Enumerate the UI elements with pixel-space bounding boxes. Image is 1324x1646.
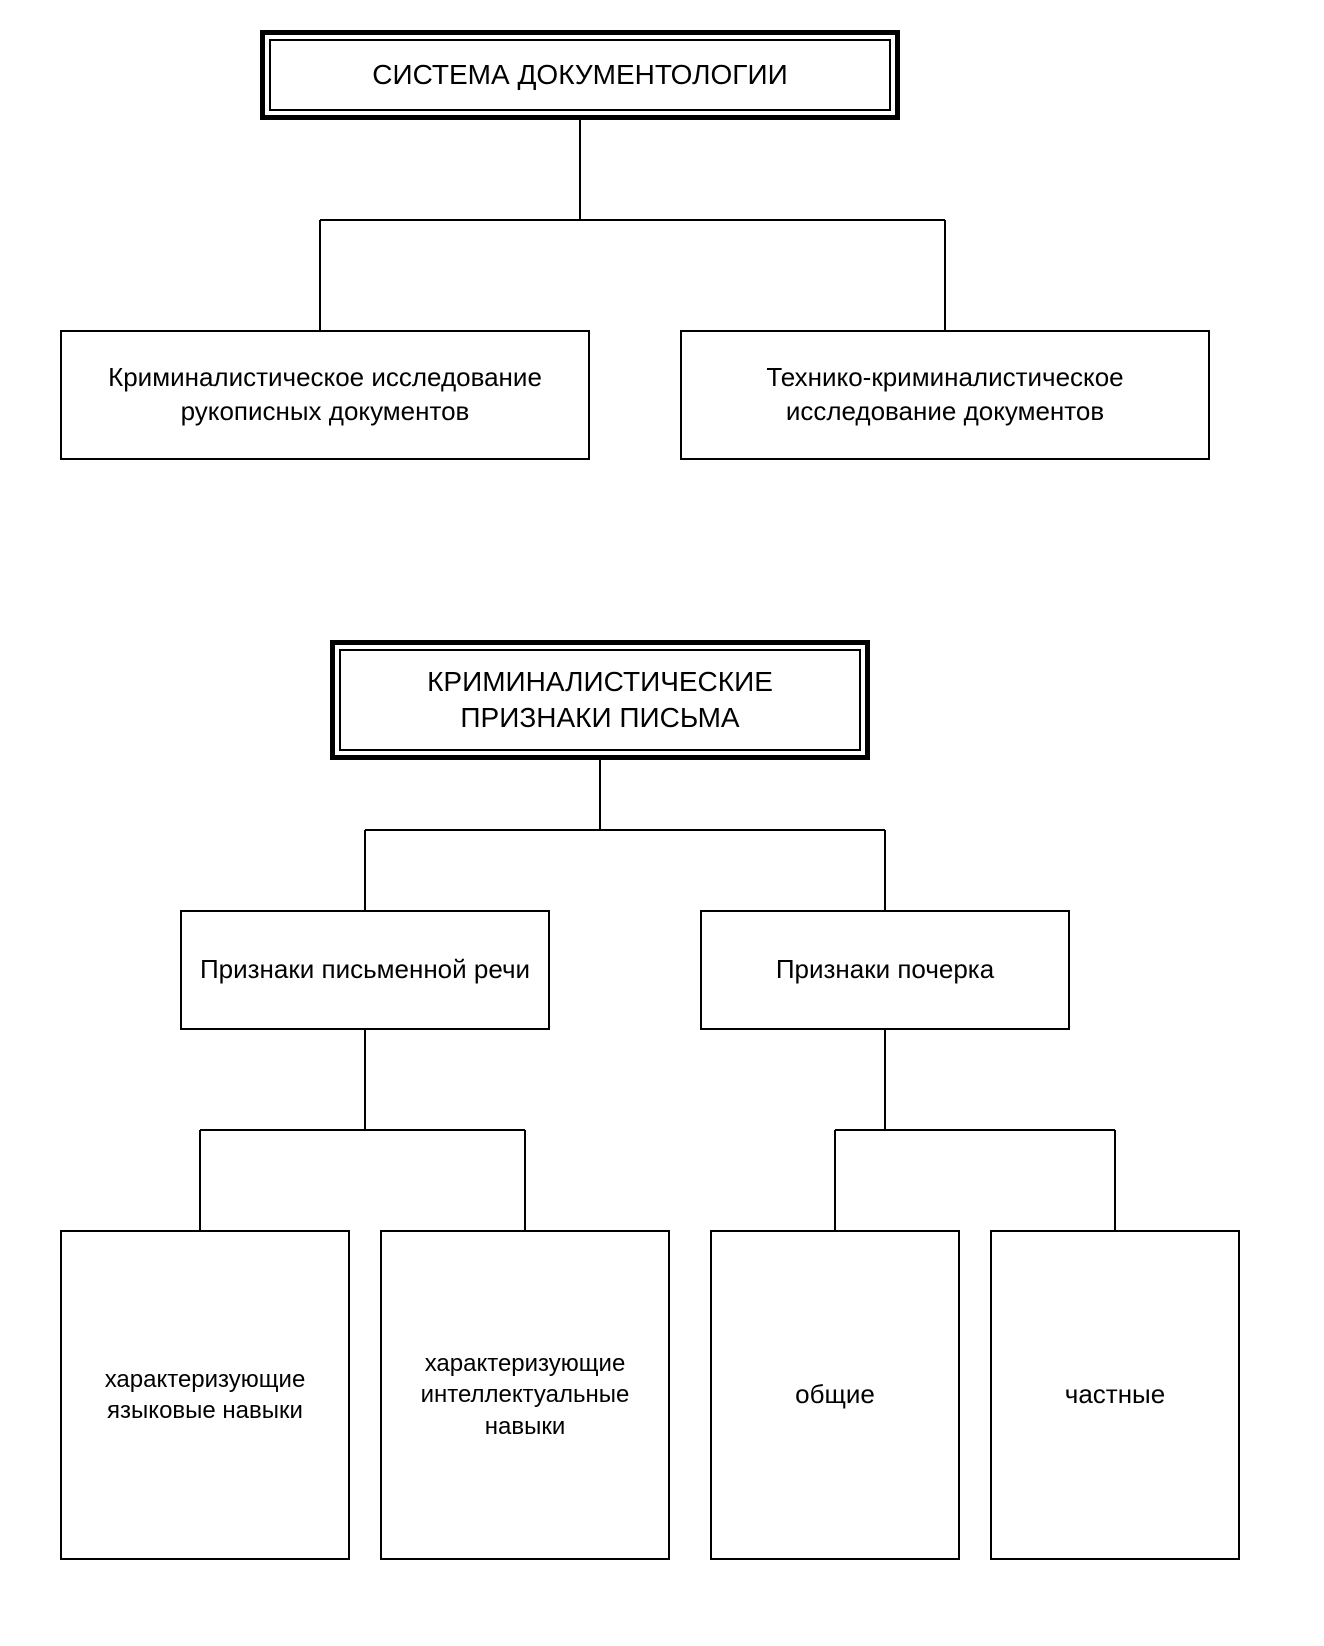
diagram2-level1-0-text: Признаки письменной речи	[200, 953, 530, 987]
diagram2-header: КРИМИНАЛИСТИЧЕСКИЕ ПРИЗНАКИ ПИСЬМА	[330, 640, 870, 760]
diagram1-child-0: Криминалистическое исследование рукописн…	[60, 330, 590, 460]
diagram1-header-inner: СИСТЕМА ДОКУМЕНТОЛОГИИ	[269, 39, 891, 111]
diagram2-level2-right-0-text: общие	[795, 1378, 875, 1412]
diagram2-header-text: КРИМИНАЛИСТИЧЕСКИЕ ПРИЗНАКИ ПИСЬМА	[361, 664, 839, 737]
diagram1-child-1: Технико-криминалистическое исследование …	[680, 330, 1210, 460]
diagram2-level2-left-0: характеризующие языковые навыки	[60, 1230, 350, 1560]
diagram2-level2-right-1-text: частные	[1065, 1378, 1165, 1412]
diagram2-level2-left-1-text: характеризующие интеллектуальные навыки	[392, 1348, 658, 1442]
diagram2-level2-right-1: частные	[990, 1230, 1240, 1560]
diagram2-header-inner: КРИМИНАЛИСТИЧЕСКИЕ ПРИЗНАКИ ПИСЬМА	[339, 649, 861, 751]
diagram1-child-0-text: Криминалистическое исследование рукописн…	[72, 361, 578, 429]
diagram2-level1-0: Признаки письменной речи	[180, 910, 550, 1030]
diagram1-connectors	[320, 120, 945, 330]
diagram2-level2-right-0: общие	[710, 1230, 960, 1560]
diagram1-child-1-text: Технико-криминалистическое исследование …	[692, 361, 1198, 429]
diagram2-level2-left-0-text: характеризующие языковые навыки	[72, 1364, 338, 1426]
diagram1-header-text: СИСТЕМА ДОКУМЕНТОЛОГИИ	[372, 57, 787, 93]
diagram1-header: СИСТЕМА ДОКУМЕНТОЛОГИИ	[260, 30, 900, 120]
diagram2-level1-1: Признаки почерка	[700, 910, 1070, 1030]
diagram2-level2-left-1: характеризующие интеллектуальные навыки	[380, 1230, 670, 1560]
diagram2-level1-1-text: Признаки почерка	[776, 953, 994, 987]
